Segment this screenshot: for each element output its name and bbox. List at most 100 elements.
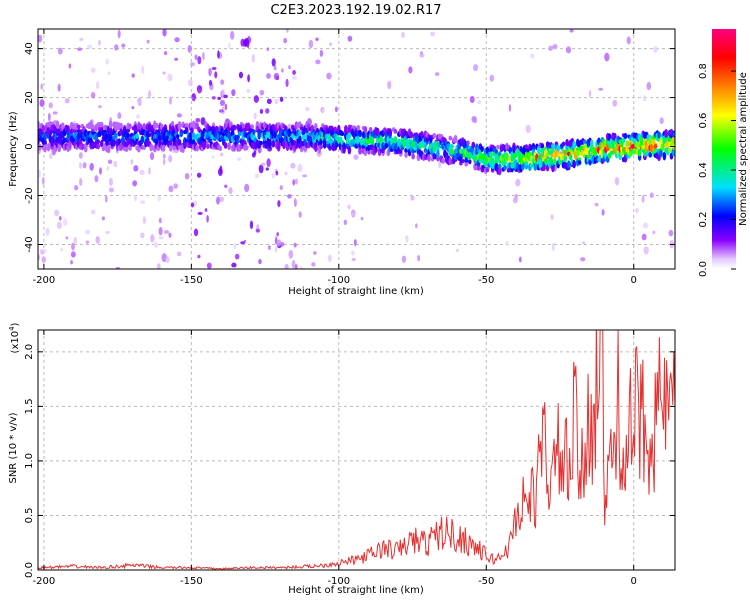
spectrogram-noise-mark: [326, 72, 332, 80]
spectrogram-noise-mark: [243, 39, 248, 48]
spectrogram-noise-mark: [643, 246, 649, 255]
spectrogram-noise-mark: [274, 246, 278, 253]
spectrogram-noise-mark: [40, 249, 44, 255]
colorbar-label: Normalized spectral amplitude: [738, 72, 749, 226]
spectrogram-noise-mark: [254, 173, 260, 179]
spectrogram-ridge-mark: [345, 137, 350, 145]
spectrogram-noise-mark: [204, 208, 208, 212]
spectrogram-ridge-mark: [172, 145, 177, 151]
spectrogram-noise-mark: [162, 29, 167, 37]
spectrogram-noise-mark: [149, 152, 155, 161]
spectrogram-noise-mark: [141, 65, 145, 75]
spectrogram-noise-mark: [437, 160, 442, 169]
spectrogram-noise-mark: [228, 187, 233, 195]
spectrogram-noise-mark: [292, 179, 295, 186]
spectrogram-noise-mark: [353, 154, 359, 160]
spectrogram-noise-mark: [387, 80, 392, 90]
spectrogram-noise-mark: [148, 167, 151, 175]
snr-panel: -200 -150 -100 -50 0 0.0 0.5 1.0 1.5 2.0 Height o…: [8, 322, 676, 596]
y-tick-label: 0.5: [24, 508, 35, 524]
spectrogram-noise-mark: [163, 51, 168, 56]
spectrogram-noise-mark: [641, 194, 645, 204]
spectrogram-noise-mark: [200, 117, 206, 126]
spectrogram-noise-mark: [74, 185, 79, 191]
spectrogram-noise-mark: [294, 264, 298, 269]
spectrogram-noise-mark: [147, 90, 152, 99]
spectrogram-noise-mark: [65, 236, 69, 240]
x-tick-label: -150: [180, 576, 203, 587]
spectrogram-noise-mark: [99, 167, 102, 175]
spectrogram-noise-mark: [298, 211, 302, 218]
spectrogram-noise-mark: [259, 89, 265, 96]
spectrogram-noise-mark: [131, 73, 135, 78]
spectrogram-noise-mark: [230, 30, 235, 40]
spectrogram-noise-mark: [626, 36, 631, 45]
spectrogram-ridge-mark: [133, 140, 138, 146]
spectrogram-ridge-mark: [593, 150, 598, 157]
spectrogram-ridge-mark: [149, 146, 154, 152]
x-tick-label: -100: [327, 576, 350, 587]
spectrogram-ridge-mark: [388, 129, 392, 136]
spectrogram-ridge-mark: [76, 124, 81, 130]
spectrogram-noise-mark: [187, 79, 193, 87]
spectrogram-ridge-mark: [667, 147, 672, 153]
spectrogram-ridge-mark: [190, 127, 194, 134]
spectrogram-noise-mark: [218, 109, 224, 113]
spectrogram-noise-mark: [343, 219, 348, 226]
spectrogram-ridge-mark: [572, 159, 576, 169]
spectrogram-ridge-mark: [368, 126, 373, 133]
spectrogram-ridge-mark: [466, 140, 470, 146]
spectrogram-ridge-mark: [432, 148, 437, 154]
spectrogram-noise-mark: [78, 152, 83, 159]
y-tick-label: 0.0: [24, 562, 35, 578]
spectrogram-noise-mark: [150, 234, 155, 243]
spectrogram-noise-mark: [38, 169, 42, 178]
spectrogram-noise-mark: [308, 39, 314, 49]
spectrogram-noise-mark: [251, 54, 255, 63]
spectrogram-ridge-mark: [60, 122, 65, 128]
spectrogram-noise-mark: [219, 99, 226, 106]
spectrogram-noise-mark: [48, 102, 53, 109]
spectrogram-noise-mark: [168, 154, 173, 163]
spectrogram-ridge-mark: [140, 135, 145, 144]
spectrogram-ridge-mark: [551, 143, 555, 150]
spectrogram-noise-mark: [641, 233, 647, 241]
spectrogram-noise-mark: [115, 266, 121, 269]
spectrogram-noise-mark: [477, 100, 482, 105]
spectrogram-noise-mark: [518, 256, 522, 263]
spectrogram-noise-mark: [105, 58, 110, 65]
spectrogram-noise-mark: [347, 35, 353, 42]
spectrogram-noise-mark: [70, 259, 73, 265]
colorbar: 0.0 0.2 0.4 0.6 0.8 Normalized spectral ampl…: [698, 29, 749, 277]
spectrogram-noise-mark: [73, 236, 78, 244]
spectrogram-ridge-mark: [340, 131, 345, 137]
spectrogram-noise-mark: [136, 114, 141, 119]
spectrogram-noise-mark: [211, 66, 217, 71]
spectrogram-noise-mark: [189, 62, 195, 67]
spectrogram-noise-mark: [268, 245, 271, 251]
spectrogram-noise-mark: [98, 39, 101, 46]
spectrogram-noise-mark: [288, 65, 291, 70]
spectrogram-ridge-mark: [250, 124, 254, 130]
spectrogram-noise-mark: [86, 44, 92, 49]
spectrogram-noise-mark: [167, 73, 173, 82]
spectrogram-ridge-mark: [524, 144, 529, 150]
spectrogram-noise-mark: [202, 51, 205, 61]
spectrogram-noise-mark: [614, 177, 620, 186]
spectrogram-ridge-mark: [657, 131, 661, 139]
y-tick-label: 40: [24, 42, 35, 55]
spectrogram-noise-mark: [668, 229, 674, 237]
spectrogram-noise-mark: [253, 112, 257, 120]
spectrogram-noise-mark: [505, 240, 509, 246]
spectrogram-noise-mark: [63, 218, 68, 227]
spectrogram-noise-mark: [153, 241, 159, 248]
spectrogram-noise-mark: [197, 56, 202, 65]
spectrogram-ridge-mark: [319, 143, 323, 150]
spectrogram-noise-mark: [275, 76, 280, 81]
spectrogram-noise-mark: [233, 243, 237, 250]
spectrogram-ridge-mark: [503, 164, 507, 171]
spectrogram-noise-mark: [319, 49, 324, 58]
spectrogram-noise-mark: [98, 105, 102, 109]
spectrogram-noise-mark: [78, 162, 83, 169]
